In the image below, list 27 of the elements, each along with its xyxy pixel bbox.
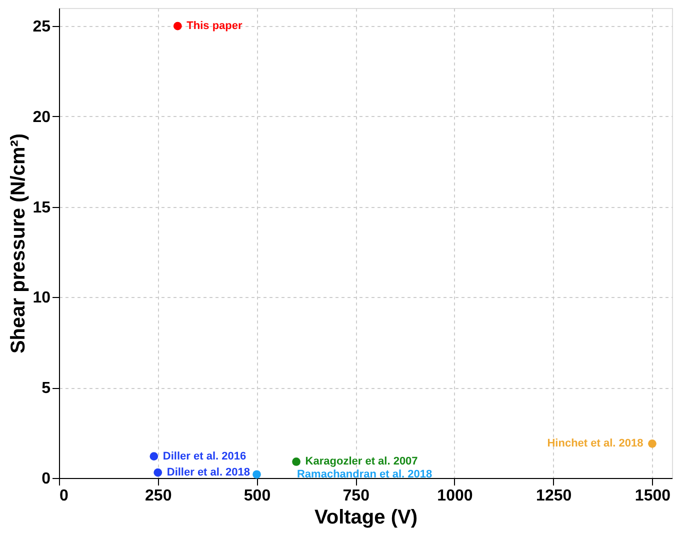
- y-tick-label: 15: [32, 199, 51, 216]
- series-label: Diller et al. 2018: [166, 466, 250, 479]
- x-tick-label: 250: [145, 488, 172, 504]
- series-label: Karagozler et al. 2007: [305, 456, 418, 468]
- series-label: Diller et al. 2016: [162, 450, 246, 462]
- point: [173, 22, 182, 30]
- y-tick-label: 20: [32, 108, 51, 126]
- series-label: This paper: [186, 20, 243, 32]
- x-tick-label: 0: [60, 488, 68, 504]
- point: [252, 470, 261, 479]
- point: [292, 458, 300, 466]
- point: [154, 468, 162, 477]
- text: Ramachandran et al. 2018: [296, 468, 432, 480]
- y-tick-label: 0: [42, 470, 51, 488]
- x-axis-title: Voltage (V): [314, 506, 418, 528]
- y-axis-title: Shear pressure (N/cm²): [8, 133, 30, 354]
- y-tick-label: 25: [32, 18, 51, 36]
- y-tick-label: 5: [42, 380, 51, 398]
- x-tick-label: 500: [244, 488, 271, 504]
- x-tick-label: 1500: [634, 488, 671, 504]
- series-label: Hinchet et al. 2018: [547, 438, 644, 450]
- point: [150, 452, 158, 460]
- x-tick-label: 750: [342, 488, 370, 504]
- y-tick-label: 10: [32, 290, 51, 307]
- x-tick-label: 1250: [536, 488, 572, 504]
- x-tick-label: 1000: [437, 488, 473, 504]
- point: [648, 439, 656, 448]
